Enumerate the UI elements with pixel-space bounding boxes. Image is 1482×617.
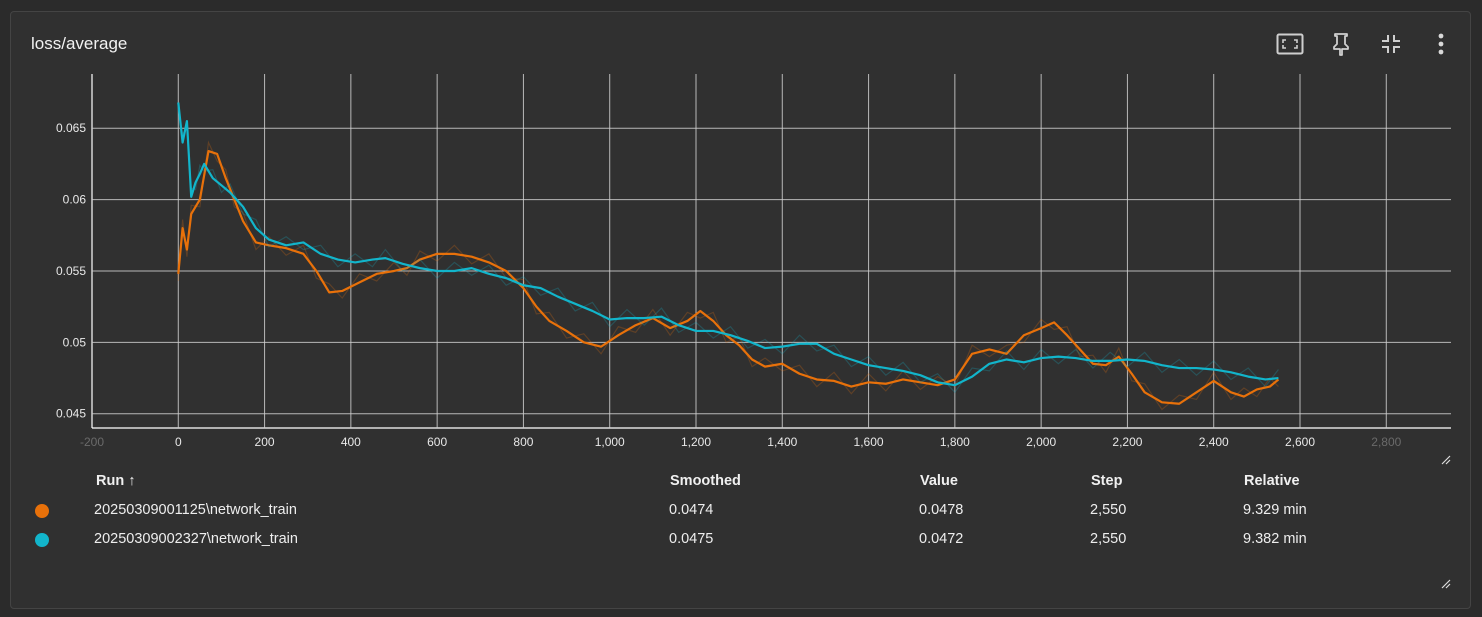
smoothed-value: 0.0474 bbox=[669, 502, 714, 518]
column-header-smoothed[interactable]: Smoothed bbox=[670, 473, 741, 489]
column-header-step[interactable]: Step bbox=[1091, 473, 1123, 489]
x-tick-label: 0 bbox=[175, 435, 182, 449]
y-tick-label: 0.065 bbox=[56, 121, 86, 135]
chart-resize-icon[interactable] bbox=[1441, 455, 1451, 465]
smoothed-value: 0.0475 bbox=[669, 531, 714, 547]
collapse-button[interactable] bbox=[1377, 30, 1405, 58]
column-header-value[interactable]: Value bbox=[920, 473, 958, 489]
more-menu-button[interactable] bbox=[1427, 30, 1455, 58]
relative-time: 9.382 min bbox=[1243, 531, 1307, 547]
raw-value: 0.0478 bbox=[919, 502, 964, 518]
line-chart[interactable]: -200 0 200 400 600 800 1,000 1,200 1,400 1,600 1,8… bbox=[11, 12, 1470, 462]
fit-domain-button[interactable] bbox=[1276, 30, 1304, 58]
scalar-card: loss/average -200 0 200 400 600 800 1,000 1,200… bbox=[10, 11, 1471, 609]
run-name: 20250309002327\network_train bbox=[94, 531, 298, 547]
x-tick-label: 400 bbox=[341, 435, 361, 449]
y-tick-label: 0.045 bbox=[56, 407, 86, 421]
x-tick-label: 2,000 bbox=[1026, 435, 1056, 449]
relative-time: 9.329 min bbox=[1243, 502, 1307, 518]
x-tick-label: 1,600 bbox=[854, 435, 884, 449]
y-tick-label: 0.06 bbox=[63, 193, 87, 207]
collapse-icon bbox=[1380, 33, 1402, 55]
series-line bbox=[177, 149, 1280, 405]
column-header-relative[interactable]: Relative bbox=[1244, 473, 1300, 489]
pin-icon bbox=[1331, 32, 1351, 56]
run-color-dot bbox=[35, 533, 49, 547]
card-title: loss/average bbox=[31, 34, 128, 53]
x-tick-label: 2,200 bbox=[1112, 435, 1142, 449]
column-header-run[interactable]: Run ↑ bbox=[96, 473, 136, 489]
y-tick-label: 0.055 bbox=[56, 264, 86, 278]
x-tick-label: 200 bbox=[255, 435, 275, 449]
raw-series-line bbox=[177, 140, 1279, 411]
pin-button[interactable] bbox=[1327, 30, 1355, 58]
x-tick-label: 2,400 bbox=[1199, 435, 1229, 449]
run-color-dot bbox=[35, 504, 49, 518]
x-tick-label: 800 bbox=[513, 435, 533, 449]
x-tick-label: 1,200 bbox=[681, 435, 711, 449]
run-name: 20250309001125\network_train bbox=[94, 502, 297, 518]
raw-series-line bbox=[177, 109, 1279, 394]
step-value: 2,550 bbox=[1090, 531, 1127, 547]
x-tick-label: 1,400 bbox=[767, 435, 797, 449]
raw-value: 0.0472 bbox=[919, 531, 964, 547]
card-resize-icon[interactable] bbox=[1441, 579, 1451, 589]
x-tick-label: 1,800 bbox=[940, 435, 970, 449]
step-value: 2,550 bbox=[1090, 502, 1127, 518]
y-tick-label: 0.05 bbox=[63, 335, 87, 349]
x-tick-label: 600 bbox=[427, 435, 447, 449]
series-line bbox=[177, 102, 1279, 387]
x-tick-label: 1,000 bbox=[595, 435, 625, 449]
fit-domain-icon bbox=[1276, 33, 1304, 55]
more-vert-icon bbox=[1438, 33, 1444, 55]
x-tick-label: 2,600 bbox=[1285, 435, 1315, 449]
x-tick-label: -200 bbox=[80, 435, 104, 449]
x-tick-label: 2,800 bbox=[1371, 435, 1401, 449]
